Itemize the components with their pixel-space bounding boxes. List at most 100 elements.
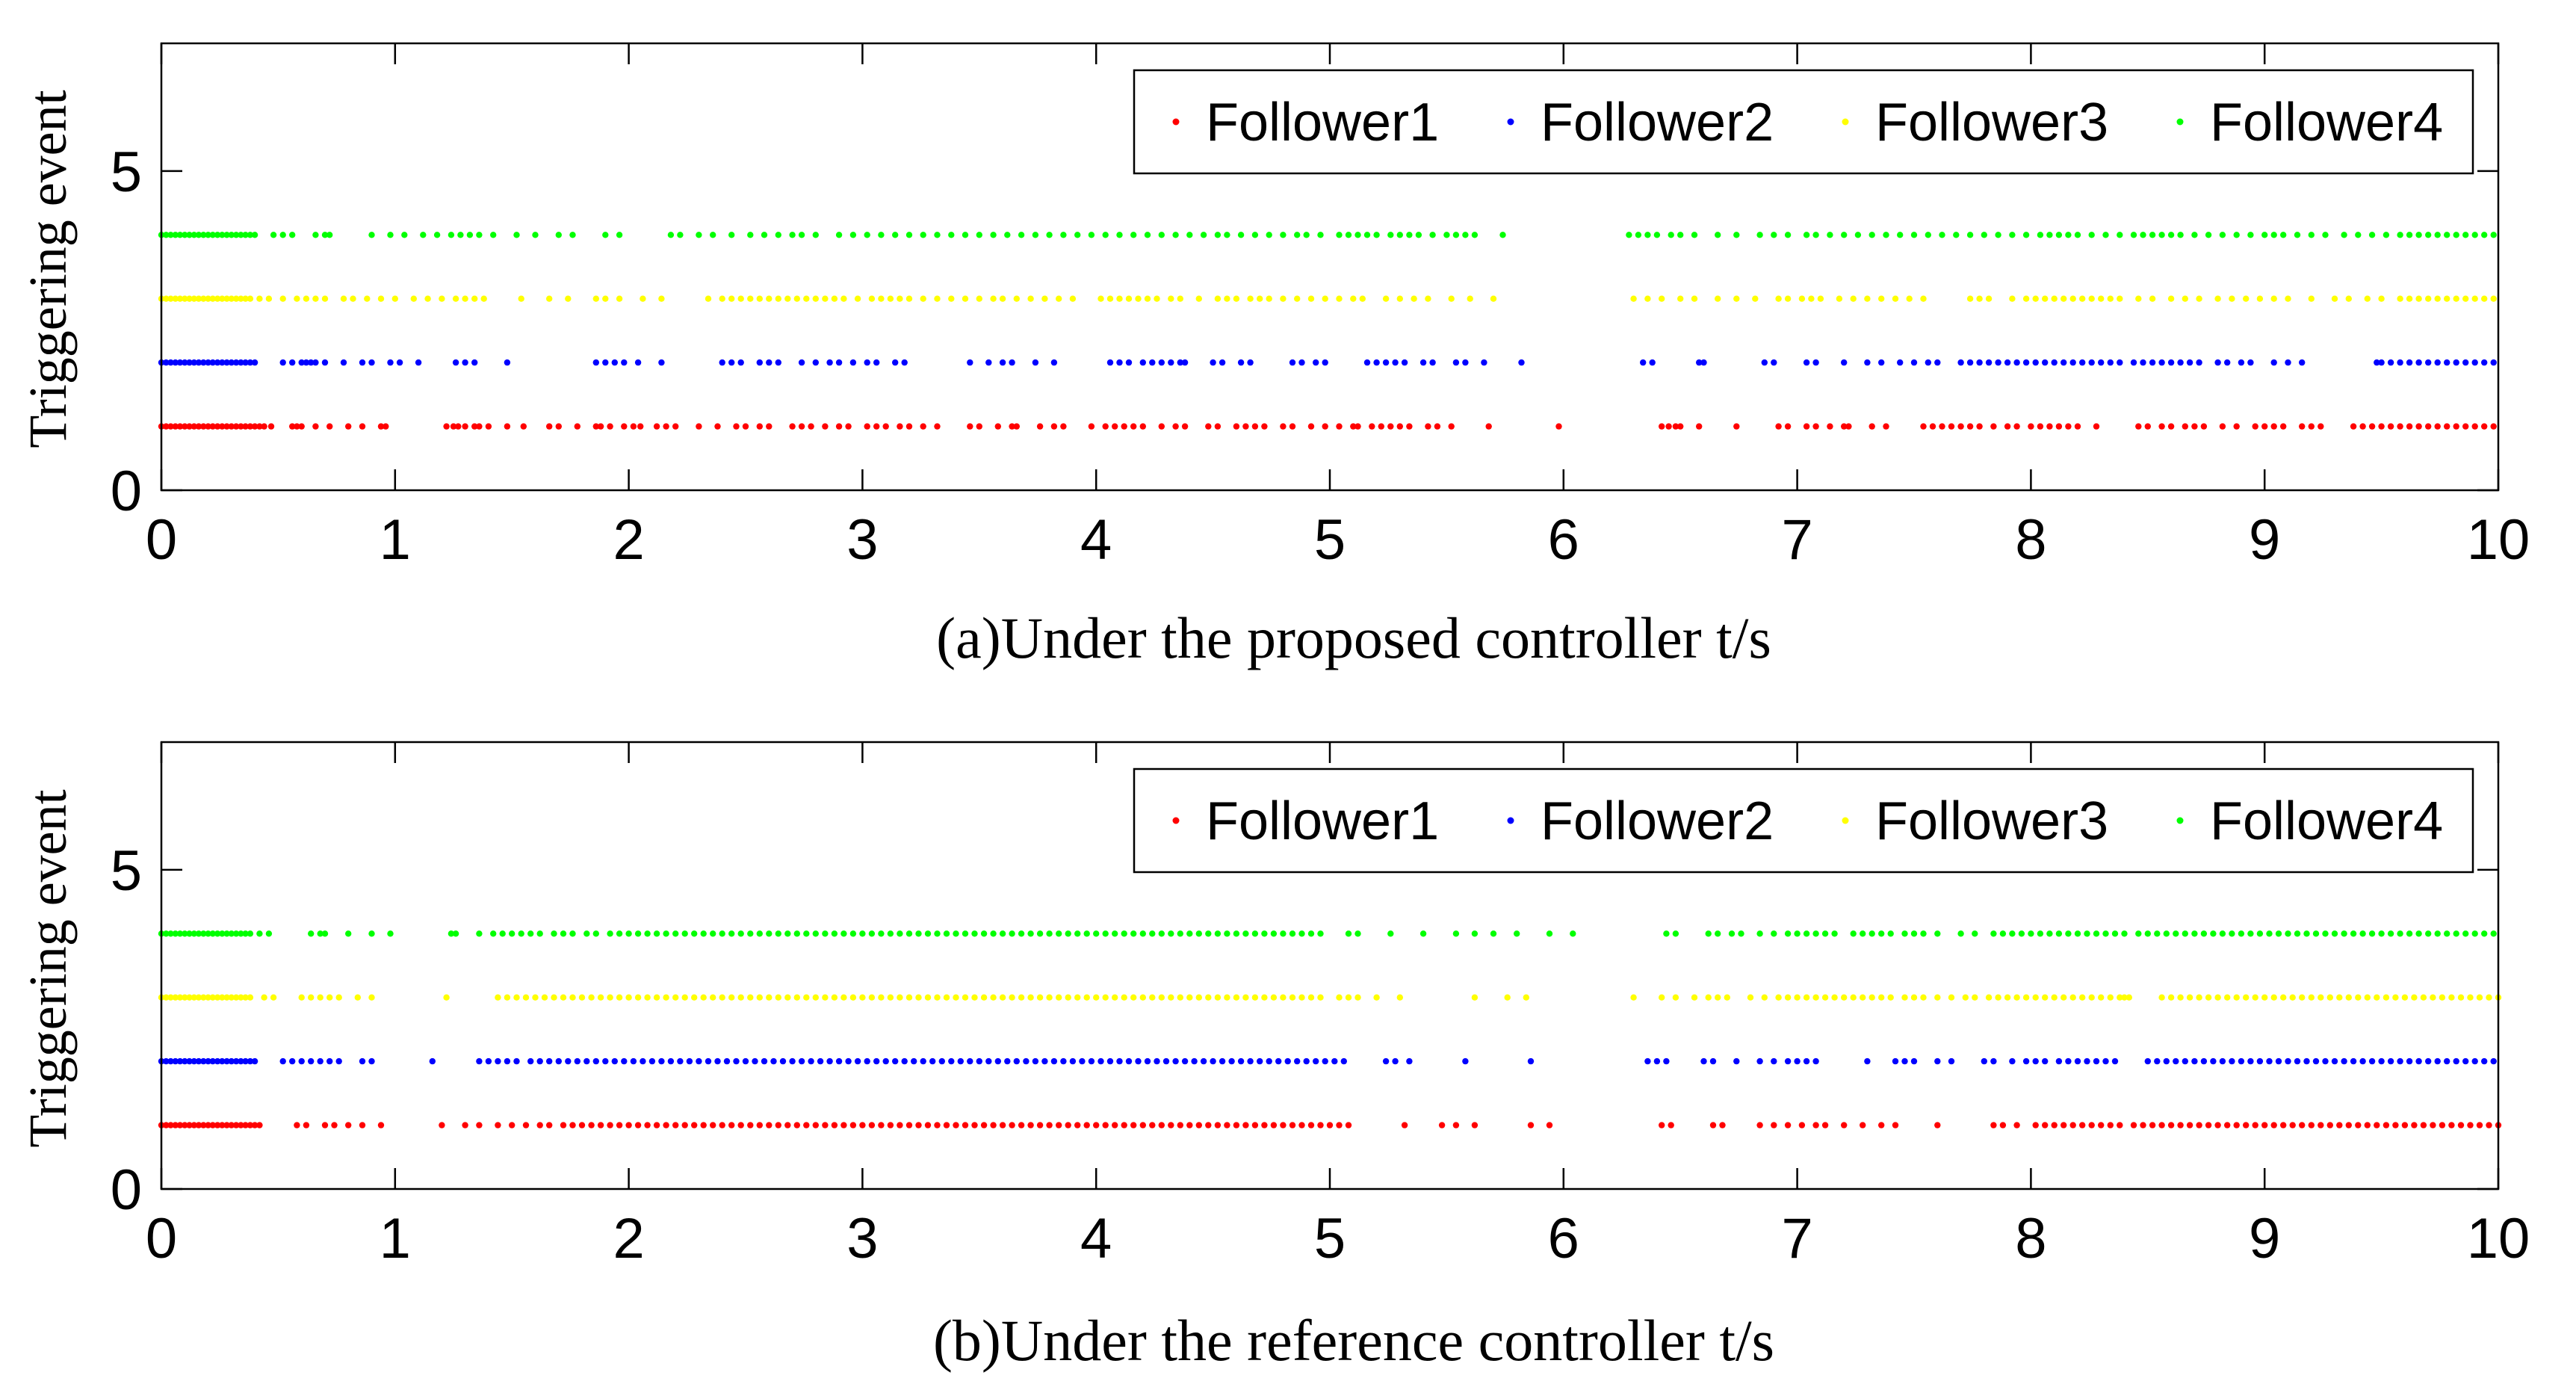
data-point bbox=[1056, 930, 1062, 937]
data-point bbox=[205, 359, 211, 366]
data-point bbox=[2425, 423, 2432, 430]
data-point bbox=[200, 1057, 207, 1065]
data-point bbox=[1644, 295, 1651, 302]
data-point bbox=[2256, 1057, 2264, 1065]
data-point bbox=[238, 1057, 244, 1065]
data-point bbox=[1294, 1057, 1301, 1065]
data-point bbox=[1251, 423, 1259, 430]
data-point bbox=[1177, 994, 1184, 1001]
data-point bbox=[345, 930, 352, 937]
data-point bbox=[2368, 423, 2376, 430]
data-point bbox=[1237, 1057, 1245, 1065]
data-point bbox=[308, 359, 315, 366]
data-point bbox=[1093, 1122, 1100, 1128]
data-point bbox=[1752, 295, 1759, 302]
data-point bbox=[2359, 930, 2366, 937]
data-point bbox=[223, 423, 230, 430]
data-point bbox=[2308, 232, 2315, 238]
data-point bbox=[1004, 1057, 1011, 1065]
data-point bbox=[835, 1057, 843, 1065]
legend-label: Follower2 bbox=[1541, 93, 1774, 152]
data-point bbox=[948, 232, 955, 238]
data-point bbox=[822, 295, 829, 302]
data-point bbox=[182, 359, 188, 366]
data-point bbox=[228, 295, 235, 302]
data-point bbox=[1990, 1057, 1997, 1065]
data-point bbox=[2084, 1057, 2090, 1065]
x-tick-label: 0 bbox=[146, 1207, 177, 1270]
data-point bbox=[555, 423, 562, 430]
data-point bbox=[2434, 232, 2441, 238]
data-point bbox=[2270, 994, 2277, 1001]
data-point bbox=[835, 359, 843, 366]
data-point bbox=[1036, 994, 1044, 1001]
data-point bbox=[1841, 1122, 1848, 1128]
data-point bbox=[574, 423, 580, 430]
data-point bbox=[200, 295, 207, 302]
data-point bbox=[513, 994, 520, 1001]
data-point bbox=[2074, 1057, 2081, 1065]
data-point bbox=[2378, 930, 2385, 937]
data-point bbox=[2177, 1122, 2184, 1128]
data-point bbox=[2308, 295, 2315, 302]
data-point bbox=[321, 232, 329, 238]
data-point bbox=[1224, 1122, 1230, 1128]
data-point bbox=[2186, 1122, 2193, 1128]
data-point bbox=[298, 1057, 305, 1065]
x-tick-label: 8 bbox=[2015, 1207, 2046, 1270]
data-point bbox=[864, 1057, 870, 1065]
data-point bbox=[616, 1122, 623, 1128]
data-point bbox=[667, 1057, 675, 1065]
data-point bbox=[1920, 295, 1927, 302]
data-point bbox=[1878, 994, 1885, 1001]
data-point bbox=[1934, 1057, 1941, 1065]
data-point bbox=[2098, 295, 2105, 302]
data-point bbox=[1102, 994, 1109, 1001]
data-point bbox=[766, 359, 773, 366]
data-point bbox=[1363, 232, 1371, 238]
data-point bbox=[700, 1122, 707, 1128]
data-point bbox=[2079, 359, 2086, 366]
data-point bbox=[686, 1057, 693, 1065]
data-point bbox=[214, 1057, 221, 1065]
data-point bbox=[1972, 994, 1978, 1001]
data-point bbox=[2158, 423, 2165, 430]
data-point bbox=[1771, 1057, 1777, 1065]
data-point bbox=[167, 232, 174, 238]
data-point bbox=[2088, 359, 2095, 366]
data-point bbox=[223, 930, 230, 937]
data-point bbox=[1018, 1122, 1025, 1128]
data-point bbox=[186, 423, 193, 430]
data-point bbox=[439, 295, 445, 302]
data-point bbox=[1957, 930, 1964, 937]
data-point bbox=[2144, 930, 2151, 937]
data-point bbox=[2130, 232, 2137, 238]
data-point bbox=[2350, 1057, 2357, 1065]
data-point bbox=[377, 423, 385, 430]
data-point bbox=[1270, 994, 1278, 1001]
data-point bbox=[1860, 1122, 1866, 1128]
data-point bbox=[840, 1122, 847, 1128]
data-point bbox=[368, 994, 375, 1001]
data-point bbox=[167, 295, 174, 302]
data-point bbox=[1715, 232, 1721, 238]
data-point bbox=[1224, 930, 1230, 937]
data-point bbox=[2247, 232, 2254, 238]
data-point bbox=[1387, 930, 1394, 937]
data-point bbox=[415, 359, 422, 366]
data-point bbox=[172, 1122, 179, 1128]
data-point bbox=[1050, 1057, 1058, 1065]
data-point bbox=[2055, 423, 2063, 430]
data-point bbox=[1013, 1057, 1021, 1065]
data-point bbox=[1009, 359, 1015, 366]
data-point bbox=[1527, 1057, 1535, 1065]
legend-marker bbox=[1842, 118, 1849, 126]
data-point bbox=[1794, 1057, 1801, 1065]
data-point bbox=[1910, 930, 1918, 937]
data-point bbox=[868, 930, 876, 937]
data-point bbox=[1247, 359, 1254, 366]
data-point bbox=[1771, 359, 1777, 366]
x-tick-label: 9 bbox=[2249, 508, 2280, 572]
data-point bbox=[905, 930, 913, 937]
